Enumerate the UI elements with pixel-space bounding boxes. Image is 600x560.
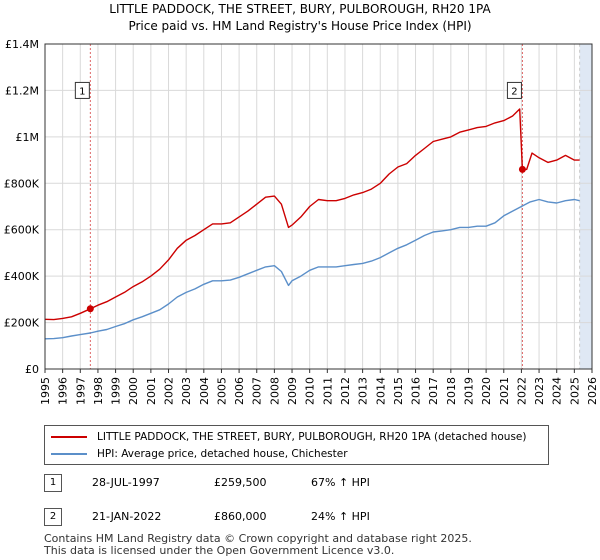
x-tick-label: 2003 (180, 377, 193, 405)
x-tick-label: 2015 (392, 377, 405, 405)
sale-marker-box (74, 81, 90, 99)
x-tick-label: 2017 (427, 377, 440, 405)
x-tick-label: 2025 (568, 377, 581, 405)
x-tick-label: 2011 (321, 377, 334, 405)
sale-marker-label: 2 (511, 86, 517, 97)
y-tick-label: £1M (16, 131, 40, 144)
x-tick-label: 1995 (39, 377, 52, 405)
x-tick-label: 2019 (462, 377, 475, 405)
x-tick-label: 2022 (515, 377, 528, 405)
legend: LITTLE PADDOCK, THE STREET, BURY, PULBOR… (44, 425, 549, 465)
sale-marker-label: 1 (79, 86, 85, 97)
x-tick-label: 2026 (586, 377, 599, 405)
x-tick-label: 2000 (127, 377, 140, 405)
sale-number-badge: 1 (44, 474, 62, 492)
chart-title-line2: Price paid vs. HM Land Registry's House … (128, 19, 472, 33)
property-price-line (44, 108, 580, 321)
x-tick-label: 2005 (215, 377, 228, 405)
sale-hpi-change: 67% ↑ HPI (311, 476, 370, 489)
x-tick-label: 2023 (533, 377, 546, 405)
x-tick-label: 2013 (357, 377, 370, 405)
y-tick-label: £1.2M (5, 84, 39, 97)
x-tick-label: 1998 (92, 377, 105, 405)
sale-marker-box (506, 81, 522, 99)
price-chart: £0 £200K £400K £600K £800K £1M £1.2M £1.4M 1995 1… (4, 38, 599, 405)
x-tick-label: 1996 (57, 377, 70, 405)
x-tick-label: 2006 (233, 377, 246, 405)
sale-price: £860,000 (214, 510, 267, 523)
x-tick-label: 2024 (551, 377, 564, 405)
hpi-line (44, 198, 580, 340)
legend-hpi-swatch (51, 453, 87, 455)
y-tick-label: £1.4M (5, 38, 39, 51)
legend-property-swatch (51, 436, 87, 438)
sale-date: 28-JUL-1997 (92, 476, 160, 489)
x-tick-label: 2009 (286, 377, 299, 405)
forecast-shade (579, 44, 592, 369)
chart-title-line1: LITTLE PADDOCK, THE STREET, BURY, PULBOR… (109, 2, 491, 16)
y-tick-label: £0 (25, 363, 39, 376)
plot-frame (44, 43, 593, 370)
x-tick-label: 1999 (110, 377, 123, 405)
x-tick-label: 2004 (198, 377, 211, 405)
x-tick-label: 2014 (374, 377, 387, 405)
sale-number-badge: 2 (44, 508, 62, 526)
x-tick-label: 2012 (339, 377, 352, 405)
legend-item-property: LITTLE PADDOCK, THE STREET, BURY, PULBOR… (51, 429, 526, 445)
x-tick-label: 2016 (410, 377, 423, 405)
x-tick-label: 2020 (480, 377, 493, 405)
x-tick-label: 1997 (74, 377, 87, 405)
x-tick-label: 2002 (163, 377, 176, 405)
sale-hpi-change: 24% ↑ HPI (311, 510, 370, 523)
sale-point (518, 165, 526, 173)
sale-date: 21-JAN-2022 (92, 510, 162, 523)
sale-point (86, 305, 94, 313)
x-tick-label: 2001 (145, 377, 158, 405)
x-tick-label: 2021 (498, 377, 511, 405)
y-tick-label: £600K (4, 224, 40, 237)
footer-licence: This data is licensed under the Open Gov… (44, 544, 395, 557)
legend-hpi-label: HPI: Average price, detached house, Chic… (97, 448, 348, 460)
plot-area (45, 44, 592, 369)
y-tick-label: £200K (4, 317, 40, 330)
x-tick-label: 2010 (304, 377, 317, 405)
sale-price: £259,500 (214, 476, 267, 489)
x-tick-label: 2008 (268, 377, 281, 405)
x-tick-label: 2018 (445, 377, 458, 405)
y-tick-label: £400K (4, 270, 40, 283)
legend-item-hpi: HPI: Average price, detached house, Chic… (51, 446, 348, 462)
x-tick-label: 2007 (251, 377, 264, 405)
legend-property-label: LITTLE PADDOCK, THE STREET, BURY, PULBOR… (97, 431, 527, 443)
y-tick-label: £800K (4, 177, 40, 190)
footer-copyright: Contains HM Land Registry data © Crown c… (44, 532, 472, 545)
